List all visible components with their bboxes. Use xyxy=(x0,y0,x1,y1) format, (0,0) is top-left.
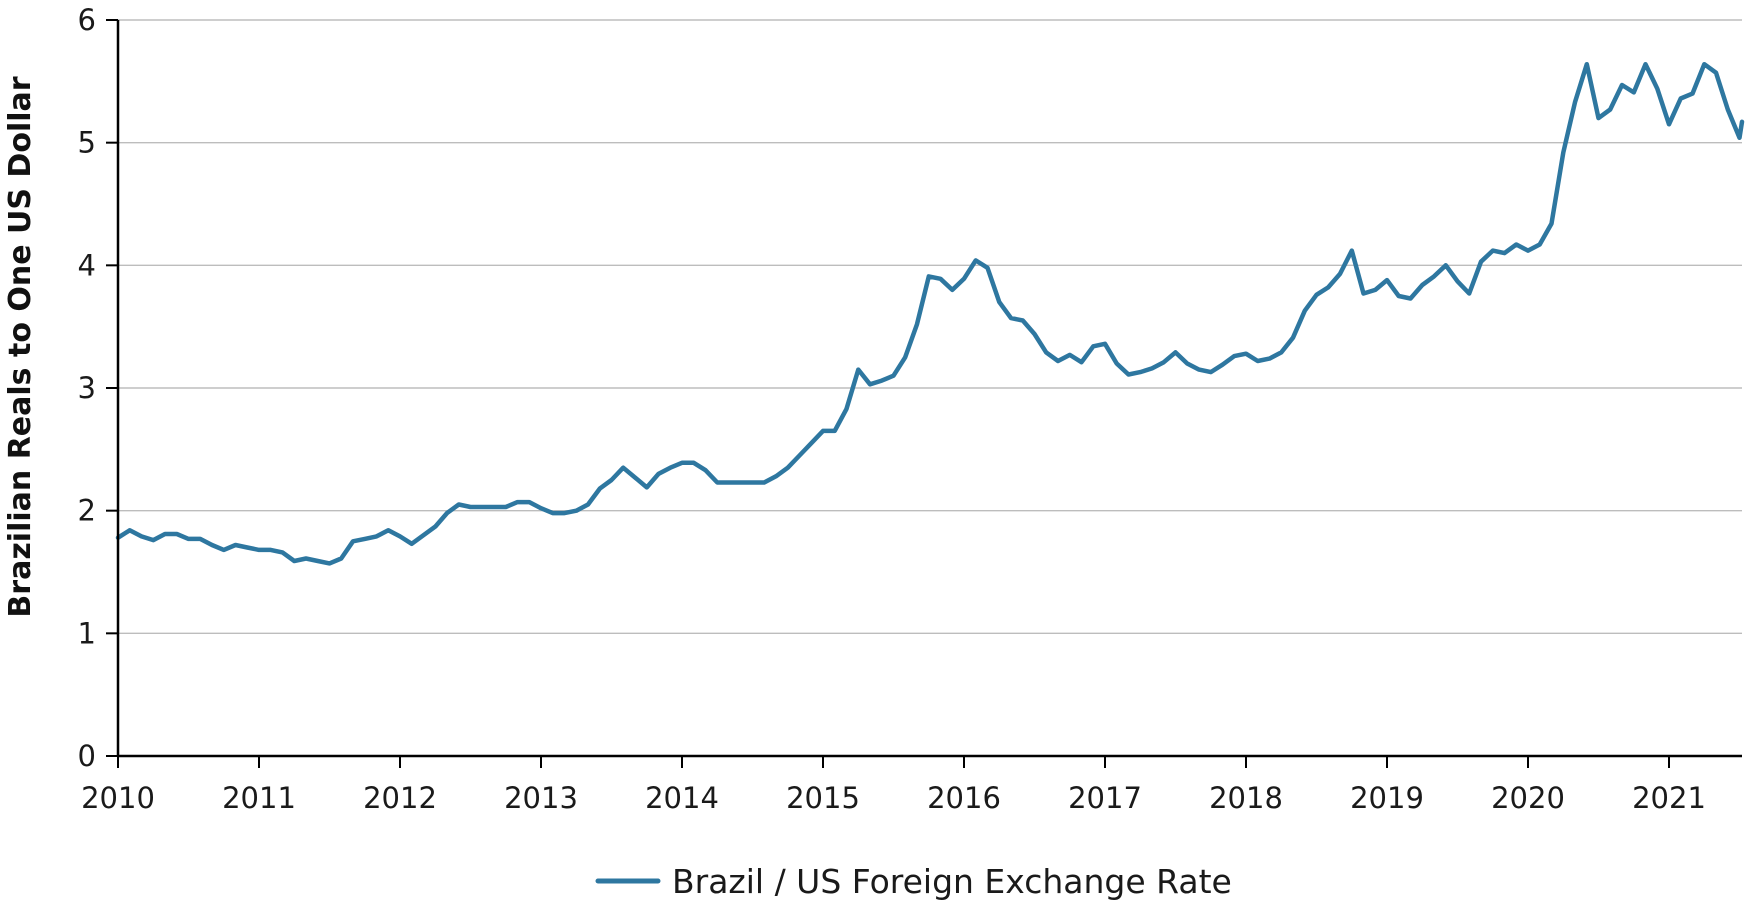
y-axis-title: Brazilian Reals to One US Dollar xyxy=(3,76,38,617)
y-tick-label: 4 xyxy=(78,248,96,282)
x-tick-label: 2019 xyxy=(1350,781,1424,815)
y-tick-label: 0 xyxy=(78,739,96,773)
y-tick-label: 3 xyxy=(78,371,96,405)
series-line-0 xyxy=(115,61,1745,566)
legend: Brazil / US Foreign Exchange Rate xyxy=(595,862,1232,901)
x-tick-label: 2020 xyxy=(1491,781,1565,815)
x-tick-label: 2018 xyxy=(1209,781,1283,815)
axes xyxy=(106,19,1742,768)
y-tick-label: 5 xyxy=(78,126,96,160)
x-tick-label: 2012 xyxy=(363,781,437,815)
x-tick-label: 2010 xyxy=(81,781,155,815)
legend-label: Brazil / US Foreign Exchange Rate xyxy=(672,862,1232,901)
y-tick-label: 1 xyxy=(78,616,96,650)
x-tick-label: 2014 xyxy=(645,781,719,815)
x-tick-label: 2013 xyxy=(504,781,578,815)
series-layer xyxy=(115,61,1745,566)
x-tick-label: 2011 xyxy=(222,781,296,815)
y-tick-label: 6 xyxy=(78,3,96,37)
x-tick-label: 2021 xyxy=(1632,781,1706,815)
tick-labels: 0 1 2 3 4 5 6 2010 2011 2012 2013 2014 2015 2016 2017 2… xyxy=(78,3,1706,815)
x-tick-label: 2017 xyxy=(1068,781,1142,815)
y-tick-label: 2 xyxy=(78,494,96,528)
x-tick-label: 2015 xyxy=(786,781,860,815)
gridlines xyxy=(118,19,1742,635)
x-tick-label: 2016 xyxy=(927,781,1001,815)
